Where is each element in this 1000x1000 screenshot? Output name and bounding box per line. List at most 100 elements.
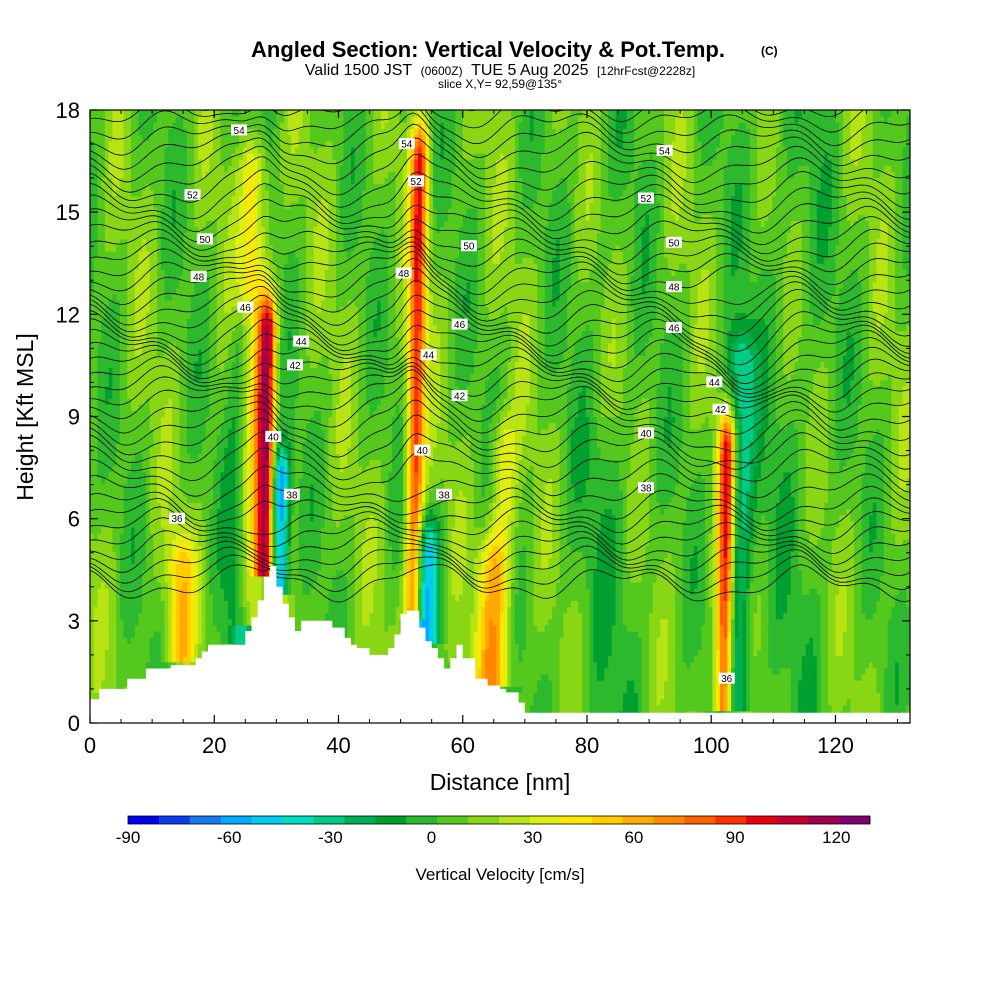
- velocity-cell: [220, 391, 225, 399]
- velocity-cell: [142, 275, 147, 283]
- velocity-cell: [101, 128, 106, 136]
- velocity-cell: [175, 349, 181, 356]
- velocity-cell: [138, 563, 143, 571]
- velocity-cell: [209, 367, 214, 375]
- velocity-cell: [149, 349, 154, 356]
- velocity-cell: [179, 551, 184, 559]
- velocity-cell: [257, 508, 263, 516]
- velocity-cell: [93, 447, 99, 454]
- velocity-cell: [153, 306, 158, 313]
- velocity-cell: [220, 336, 225, 344]
- velocity-cell: [168, 428, 173, 436]
- velocity-cell: [101, 563, 106, 571]
- velocity-cell: [227, 269, 233, 277]
- velocity-cell: [216, 300, 222, 307]
- velocity-cell: [194, 434, 199, 442]
- velocity-cell: [90, 532, 95, 540]
- velocity-cell: [194, 257, 199, 264]
- velocity-cell: [205, 532, 210, 540]
- velocity-cell: [97, 422, 102, 430]
- velocity-cell: [172, 643, 177, 651]
- velocity-cell: [149, 434, 154, 442]
- velocity-cell: [235, 263, 240, 270]
- velocity-cell: [261, 514, 266, 522]
- velocity-cell: [145, 281, 151, 289]
- velocity-cell: [220, 594, 225, 601]
- velocity-cell: [127, 532, 132, 540]
- velocity-cell: [127, 171, 132, 179]
- velocity-cell: [157, 250, 162, 258]
- velocity-cell: [127, 490, 132, 497]
- velocity-cell: [90, 110, 95, 117]
- velocity-cell: [235, 257, 240, 264]
- velocity-cell: [108, 422, 113, 430]
- velocity-cell: [97, 453, 102, 461]
- velocity-cell: [138, 165, 143, 172]
- velocity-cell: [216, 404, 222, 411]
- velocity-cell: [213, 116, 218, 123]
- velocity-cell: [239, 477, 244, 485]
- velocity-cell: [116, 244, 121, 252]
- velocity-cell: [93, 575, 99, 583]
- velocity-cell: [261, 232, 266, 240]
- velocity-cell: [164, 275, 169, 283]
- velocity-cell: [254, 447, 259, 454]
- velocity-cell: [227, 551, 233, 559]
- velocity-cell: [227, 214, 233, 221]
- velocity-cell: [134, 373, 140, 381]
- velocity-cell: [183, 177, 188, 185]
- velocity-cell: [239, 220, 244, 228]
- velocity-cell: [160, 177, 166, 185]
- velocity-cell: [272, 539, 277, 546]
- velocity-cell: [190, 483, 195, 491]
- velocity-cell: [227, 391, 233, 399]
- velocity-cell: [186, 441, 192, 448]
- velocity-cell: [104, 508, 110, 516]
- velocity-cell: [142, 631, 147, 638]
- velocity-cell: [153, 183, 158, 191]
- velocity-cell: [198, 575, 203, 583]
- velocity-cell: [179, 330, 184, 338]
- velocity-cell: [261, 116, 266, 123]
- velocity-cell: [227, 281, 233, 289]
- velocity-cell: [235, 391, 240, 399]
- velocity-cell: [101, 263, 106, 270]
- velocity-cell: [134, 293, 140, 301]
- velocity-cell: [116, 563, 121, 571]
- velocity-cell: [131, 330, 136, 338]
- velocity-cell: [239, 116, 244, 123]
- velocity-cell: [186, 183, 192, 191]
- velocity-cell: [119, 391, 125, 399]
- velocity-cell: [216, 594, 222, 601]
- velocity-cell: [145, 355, 151, 362]
- velocity-cell: [216, 557, 222, 565]
- velocity-cell: [149, 575, 154, 583]
- velocity-cell: [198, 379, 203, 387]
- velocity-cell: [216, 287, 222, 295]
- velocity-cell: [179, 606, 184, 614]
- velocity-cell: [93, 330, 99, 338]
- velocity-cell: [265, 447, 270, 454]
- velocity-cell: [123, 612, 128, 620]
- velocity-cell: [160, 483, 166, 491]
- velocity-cell: [108, 349, 113, 356]
- velocity-cell: [265, 557, 270, 565]
- velocity-cell: [257, 416, 263, 424]
- velocity-cell: [142, 404, 147, 411]
- velocity-cell: [157, 226, 162, 234]
- velocity-cell: [235, 428, 240, 436]
- velocity-cell: [227, 208, 233, 215]
- velocity-cell: [131, 655, 136, 663]
- velocity-cell: [186, 575, 192, 583]
- velocity-cell: [142, 361, 147, 369]
- velocity-cell: [224, 441, 229, 448]
- velocity-cell: [175, 146, 181, 154]
- velocity-cell: [172, 250, 177, 258]
- velocity-cell: [172, 428, 177, 436]
- velocity-cell: [93, 116, 99, 123]
- velocity-cell: [250, 477, 255, 485]
- velocity-cell: [138, 569, 143, 577]
- velocity-cell: [93, 214, 99, 221]
- velocity-cell: [131, 471, 136, 479]
- velocity-cell: [231, 410, 236, 418]
